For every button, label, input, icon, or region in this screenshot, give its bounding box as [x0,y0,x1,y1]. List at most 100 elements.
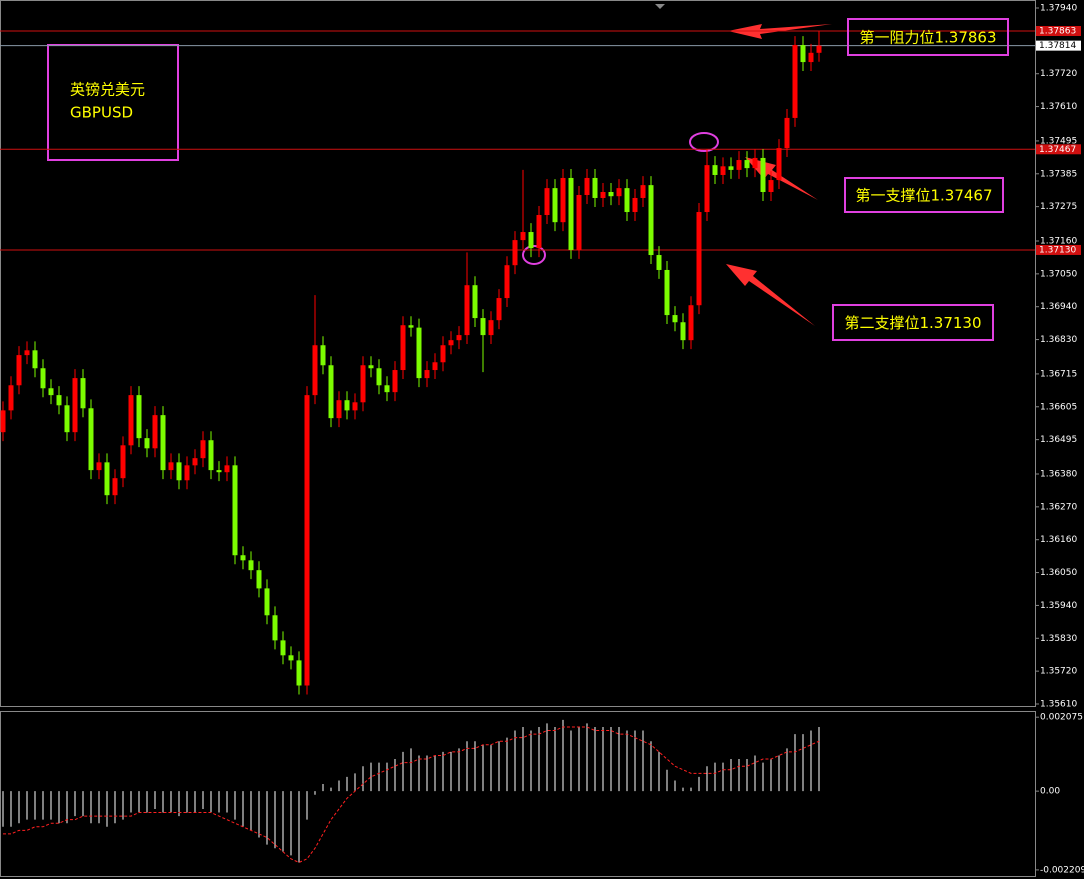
candle-body [600,192,606,198]
candle-body [352,402,358,411]
y-tick-label: 1.36715 [1040,369,1077,379]
candle-body [232,465,238,556]
candle-body [752,157,758,169]
candle-body [720,166,726,175]
candle-body [320,345,326,366]
candle-body [424,370,430,379]
y-tick-label: -0.002209 [1040,865,1084,875]
annotation: 第一支撑位1.37467 [855,187,992,205]
candle-body [376,368,382,386]
candle-body [344,400,350,411]
candle-body [32,350,38,369]
candle-body [672,315,678,323]
y-tick-label: 1.37610 [1040,102,1077,112]
y-tick-label: 1.37495 [1040,136,1077,146]
candle-body [128,395,134,446]
candle-body [264,588,270,616]
candle-body [224,465,230,473]
chart-title: 英镑兑美元 [70,81,145,99]
annotation: 第一阻力位1.37863 [859,29,996,47]
candle-body [80,378,86,409]
candle-body [632,197,638,213]
level-label-box [1036,144,1081,155]
annotation: 第二支撑位1.37130 [844,314,981,332]
candle-body [208,440,214,471]
candle-body [728,166,734,170]
arrow [728,24,832,39]
y-tick-label: 0.002075 [1040,713,1083,723]
main-panel-frame [0,0,1036,707]
candle-body [272,615,278,641]
candle-body [616,188,622,197]
y-tick-label: 1.37160 [1040,236,1077,246]
candle-body [640,185,646,198]
candle-body [592,177,598,198]
candle-body [736,160,742,170]
candle-body [656,255,662,270]
candle-body [136,395,142,439]
highlight-ellipse [522,245,546,265]
candle-body [64,405,70,433]
scroll-marker [655,4,665,9]
candle-body [696,212,702,306]
y-tick-label: 1.37720 [1040,69,1077,79]
y-tick-label: 1.36050 [1040,568,1077,578]
candle-body [288,655,294,661]
candle-body [664,269,670,316]
candle-body [792,45,798,118]
candle-body [112,478,118,496]
candle-body [152,415,158,449]
candle-body [416,327,422,379]
candle-body [40,368,46,389]
annotation-box [832,304,994,341]
current-price-box [1036,40,1081,51]
candle-body [760,157,766,193]
candle-body [504,265,510,299]
candle-body [8,385,14,411]
candle-body [72,378,78,433]
candle-body [304,395,310,686]
y-tick-label: 1.36830 [1040,335,1077,345]
candle-body [488,320,494,336]
candle-body [776,148,782,181]
candle-body [480,318,486,336]
candle-body [528,232,534,249]
level-label: 1.37130 [1039,245,1076,255]
candle-body [608,192,614,197]
candle-body [0,410,6,433]
candle-body [688,305,694,341]
candle-body [88,408,94,471]
candle-body [576,194,582,250]
candle-body [16,355,22,386]
candle-body [336,400,342,419]
candle-body [216,470,222,473]
candle-body [48,388,54,396]
candle-body [96,462,102,471]
candle-body [816,45,822,53]
candle-body [568,177,574,250]
candle-body [432,362,438,371]
candle-body [168,462,174,471]
y-tick-label: 0.00 [1040,787,1060,797]
chart-subtitle: GBPUSD [70,104,133,122]
y-tick-label: 1.37940 [1040,4,1077,14]
candle-body [520,232,526,241]
candle-body [200,440,206,459]
candle-body [448,340,454,346]
y-tick-label: 1.37050 [1040,269,1077,279]
candle-body [384,385,390,393]
candle-body [712,165,718,175]
candle-body [800,45,806,63]
candle-body [560,177,566,223]
sub-panel-frame [0,711,1036,877]
candle-body [472,285,478,319]
y-tick-label: 1.36160 [1040,535,1077,545]
highlight-ellipse [689,132,719,152]
candle-body [392,370,398,393]
y-tick-label: 1.36940 [1040,302,1077,312]
candle-body [624,188,630,213]
level-label: 1.37467 [1039,145,1076,155]
